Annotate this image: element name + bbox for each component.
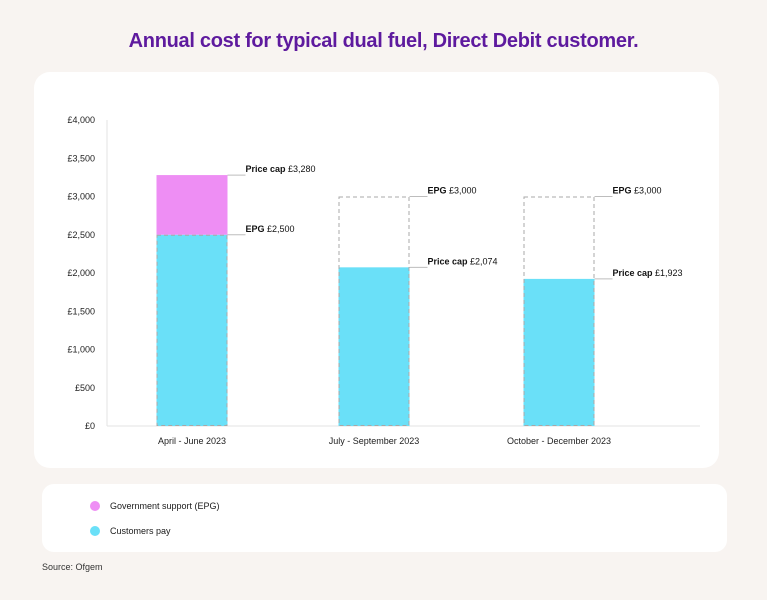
bar-customers-pay [523,278,595,426]
annotation-label: EPG £2,500 [246,224,295,234]
y-tick-label: £4,000 [67,115,95,125]
x-category-label: October - December 2023 [507,436,611,446]
bar-customers-pay [156,234,228,426]
bar-dashed-outline [523,196,595,426]
y-tick-label: £2,000 [67,268,95,278]
chart-title: Annual cost for typical dual fuel, Direc… [128,30,639,52]
bar-dashed-outline [338,196,410,426]
bar-customers-pay [338,267,410,426]
source-note: Source: Ofgem [42,562,103,572]
legend-item-epg: Government support (EPG) [90,501,220,511]
y-tick-label: £1,500 [67,306,95,316]
y-tick-label: £500 [75,383,95,393]
bar-dashed-outline [156,234,228,426]
annotation-label: Price cap £3,280 [246,164,316,174]
annotation-label: Price cap £2,074 [428,256,498,266]
annotation-label: EPG £3,000 [613,186,662,196]
legend-label-epg: Government support (EPG) [110,501,220,511]
legend: Government support (EPG) Customers pay [42,484,727,552]
y-tick-label: £2,500 [67,230,95,240]
x-category-label: April - June 2023 [158,436,226,446]
legend-swatch-epg [90,501,100,511]
bar-chart: £0 £500 £1,000 £1,500 £2,000 £2,500 £3,000 £3,5… [67,115,700,446]
legend-swatch-customers [90,526,100,536]
y-tick-label: £1,000 [67,345,95,355]
annotation-label: EPG £3,000 [428,186,477,196]
y-tick-label: £3,000 [67,192,95,202]
bar-government-support [156,175,228,235]
y-tick-label: £3,500 [67,153,95,163]
legend-label-customers: Customers pay [110,526,171,536]
chart-card: £0 £500 £1,000 £1,500 £2,000 £2,500 £3,000 £3,5… [34,72,719,468]
y-tick-label: £0 [85,421,95,431]
legend-item-customers: Customers pay [90,526,171,536]
annotation-label: Price cap £1,923 [613,268,683,278]
x-category-label: July - September 2023 [329,436,420,446]
